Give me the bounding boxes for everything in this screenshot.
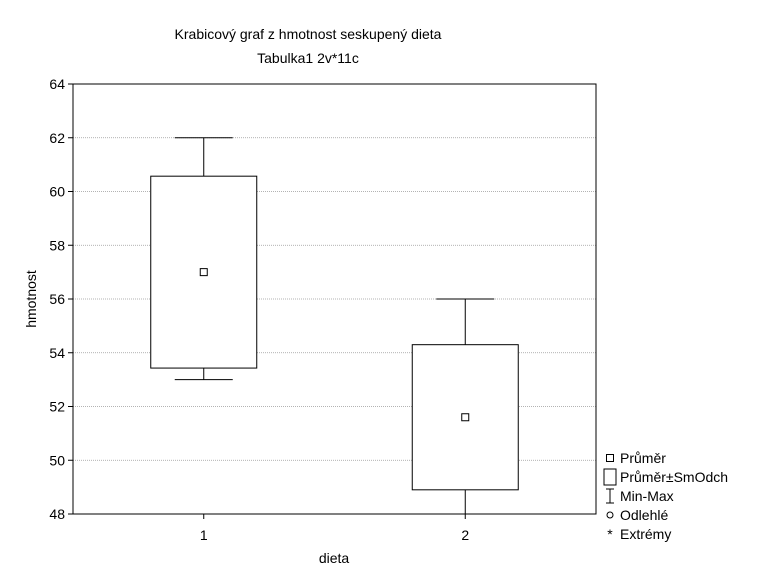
- legend-extreme-icon: *: [607, 526, 613, 542]
- y-tick-label: 48: [49, 506, 65, 522]
- y-tick-label: 52: [49, 399, 65, 415]
- x-tick-label: 2: [461, 527, 469, 543]
- x-axis-label: dieta: [319, 550, 350, 566]
- mean-marker: [199, 268, 208, 277]
- y-tick-label: 50: [49, 452, 65, 468]
- y-tick-label: 54: [49, 345, 65, 361]
- y-tick-label: 62: [49, 130, 65, 146]
- x-tick-label: 1: [200, 527, 208, 543]
- legend-label: Odlehlé: [620, 507, 668, 523]
- legend: Průměr Průměr±SmOdch Min-Max Odlehlé * Extrém…: [603, 450, 728, 542]
- legend-label: Min-Max: [620, 488, 674, 504]
- plot-frame: [72, 83, 597, 515]
- y-tick-label: 60: [49, 184, 65, 200]
- box-series: [150, 137, 519, 515]
- chart-title: Krabicový graf z hmotnost seskupený diet…: [175, 26, 442, 42]
- chart-subtitle: Tabulka1 2v*11c: [257, 50, 359, 66]
- y-tick-label: 64: [49, 76, 65, 92]
- legend-outlier-icon: [606, 511, 614, 519]
- legend-box-icon: [603, 468, 617, 486]
- mean-marker: [461, 413, 470, 422]
- legend-mean-icon: [606, 454, 614, 462]
- y-axis-label: hmotnost: [23, 270, 39, 328]
- y-tick-label: 56: [49, 291, 65, 307]
- legend-label: Průměr: [620, 450, 666, 466]
- legend-label: Extrémy: [620, 526, 671, 542]
- legend-label: Průměr±SmOdch: [620, 469, 728, 485]
- y-axis-ticks: 48 50 52 54 56 58 60 62 64: [49, 76, 73, 522]
- y-tick-label: 58: [49, 237, 65, 253]
